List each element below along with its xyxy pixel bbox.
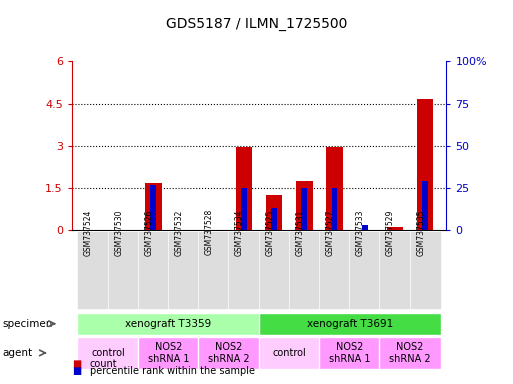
Text: GSM737534: GSM737534 <box>235 209 244 256</box>
Bar <box>422 181 428 230</box>
Text: GSM737525: GSM737525 <box>265 209 274 255</box>
Text: GSM737526: GSM737526 <box>144 209 153 255</box>
Bar <box>271 209 277 230</box>
Bar <box>235 147 252 230</box>
Text: GSM737529: GSM737529 <box>386 209 395 255</box>
Bar <box>266 195 283 230</box>
Text: ■: ■ <box>72 359 81 369</box>
Text: GDS5187 / ILMN_1725500: GDS5187 / ILMN_1725500 <box>166 17 347 31</box>
Text: GSM737532: GSM737532 <box>174 209 184 255</box>
Text: GSM737527: GSM737527 <box>326 209 334 255</box>
Bar <box>302 188 307 230</box>
Text: count: count <box>90 359 117 369</box>
Text: percentile rank within the sample: percentile rank within the sample <box>90 366 255 376</box>
Text: GSM737524: GSM737524 <box>84 209 93 255</box>
Text: xenograft T3691: xenograft T3691 <box>307 319 393 329</box>
Text: NOS2
shRNA 2: NOS2 shRNA 2 <box>208 342 250 364</box>
Text: NOS2
shRNA 1: NOS2 shRNA 1 <box>148 342 189 364</box>
Bar <box>362 225 368 230</box>
Bar <box>326 147 343 230</box>
Bar <box>150 185 156 230</box>
Text: GSM737530: GSM737530 <box>114 209 123 256</box>
Bar <box>296 181 312 230</box>
Bar <box>241 188 247 230</box>
Bar <box>387 227 403 230</box>
Text: ■: ■ <box>72 366 81 376</box>
Bar <box>332 188 338 230</box>
Text: control: control <box>91 348 125 358</box>
Text: control: control <box>272 348 306 358</box>
Bar <box>145 182 162 230</box>
Text: GSM737533: GSM737533 <box>356 209 365 256</box>
Text: GSM737531: GSM737531 <box>295 209 304 255</box>
Text: agent: agent <box>3 348 33 358</box>
Text: NOS2
shRNA 1: NOS2 shRNA 1 <box>329 342 370 364</box>
Text: NOS2
shRNA 2: NOS2 shRNA 2 <box>389 342 431 364</box>
Bar <box>417 99 433 230</box>
Text: specimen: specimen <box>3 319 53 329</box>
Text: GSM737535: GSM737535 <box>416 209 425 256</box>
Text: GSM737528: GSM737528 <box>205 209 214 255</box>
Text: xenograft T3359: xenograft T3359 <box>125 319 211 329</box>
